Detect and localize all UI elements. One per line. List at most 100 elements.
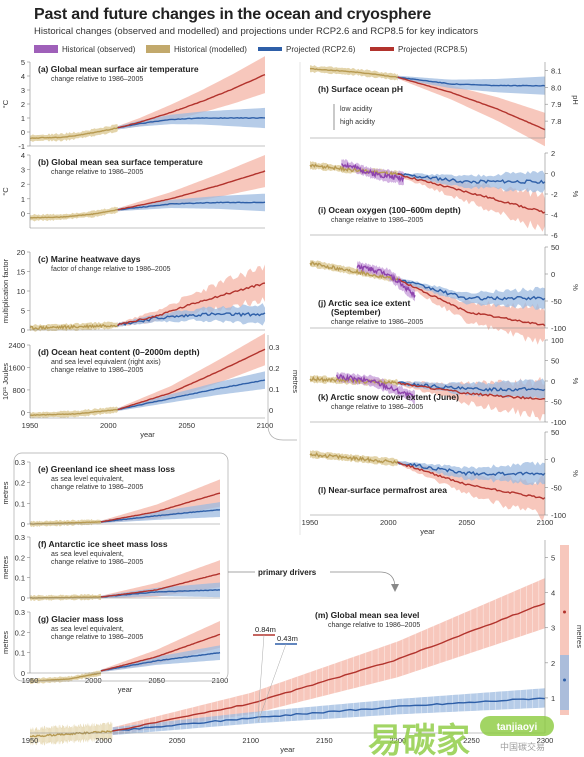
panel-title: (j) Arctic sea ice extent [318, 298, 410, 308]
x-tick-label: 2000 [380, 518, 397, 527]
y-tick-label: 0 [551, 377, 555, 386]
ice-panels-box [13, 452, 229, 682]
y-tick-label: 5 [21, 307, 25, 316]
line-historical-modelled [29, 729, 113, 738]
x-axis-label: year [420, 527, 435, 536]
line-rcp26 [112, 697, 546, 732]
panel-title: (b) Global mean sea surface temperature [38, 157, 203, 167]
y-tick-label-right: 0.1 [269, 385, 279, 394]
y-tick-label: 0.2 [15, 553, 25, 562]
panel-subtitle: change relative to 1986–2005 [331, 217, 423, 224]
band-rcp26 [100, 502, 220, 524]
leader-084 [257, 634, 265, 719]
band-rcp85 [117, 333, 265, 412]
panel-g: 0 0.1 0.2 0.3 metres 1950 2000 2050 2100 year (g) … [1, 608, 228, 694]
line-rcp85 [397, 461, 546, 500]
line-rcp26 [117, 379, 266, 411]
panel-i: -6 -4 -2 0 2% (i) Ocean oxygen (100–600m dept… [309, 149, 580, 240]
panel-a: -1 0 1 2 3 4 5 °C (a) Global mean surface air te… [1, 56, 266, 151]
line-rcp26 [117, 312, 266, 327]
y-tick-label: 8.1 [551, 66, 561, 75]
line-historical-modelled [309, 163, 399, 177]
legend-item: Historical (modelled) [146, 45, 247, 54]
y-axis-label: metres [1, 481, 10, 504]
axes: -1 0 1 2 3 4 5 °C [1, 58, 265, 151]
line-rcp85 [100, 572, 221, 598]
primary-drivers-label: primary drivers [258, 568, 317, 577]
line-rcp85 [397, 173, 546, 214]
y-tick-label: 2 [551, 149, 555, 158]
y-tick-label: 0.1 [15, 574, 25, 583]
legend-swatch [146, 45, 170, 53]
band-historical-modelled [310, 260, 398, 283]
x-tick-label: 2050 [178, 421, 195, 430]
x-tick-label: 2050 [458, 518, 475, 527]
band-rcp26 [397, 378, 545, 401]
y-tick-label: 3 [551, 624, 555, 633]
y-axis-label-right: metres [291, 370, 300, 393]
legend: Historical (observed) Historical (modelle… [34, 45, 468, 54]
x-tick-label: 2050 [169, 736, 186, 745]
y-tick-label: 8.0 [551, 83, 561, 92]
y-axis-label: metres [1, 556, 10, 579]
y-axis-label-right: % [571, 470, 580, 477]
y-axis-label: multiplication factor [1, 258, 10, 323]
panel-title: (h) Surface ocean pH [318, 84, 403, 94]
y-tick-label: -50 [551, 483, 562, 492]
x-tick-label: 2100 [257, 421, 274, 430]
panel-subtitle-2: change relative to 1986–2005 [51, 559, 143, 566]
panel-subtitle: change relative to 1986–2005 [328, 622, 420, 629]
line-rcp26 [117, 116, 266, 129]
x-axis-label: year [118, 685, 133, 694]
x-axis-label: year [140, 430, 155, 439]
axes: -6 -4 -2 0 2% [310, 149, 580, 240]
line-rcp85 [100, 492, 221, 523]
x-tick-label: 2000 [85, 676, 102, 685]
watermark-cn: 易碳家 [368, 722, 470, 757]
axes: 0 800 1600 2400 10²¹ Joules metres 0 0.1 0.2 0.3 1… [1, 341, 300, 439]
line-rcp85 [117, 74, 266, 129]
band-rcp85 [397, 75, 545, 147]
y-tick-label: 0 [551, 270, 555, 279]
x-tick-label: 2150 [316, 736, 333, 745]
panel-subtitle-2: change relative to 1986–2005 [51, 367, 143, 374]
y-tick-label: 0.1 [15, 499, 25, 508]
y-axis-label-right: metres [575, 625, 584, 648]
axes: -100 -50 0 50 100% [310, 336, 580, 427]
panel-subtitle-2: change relative to 1986–2005 [51, 634, 143, 641]
y-axis-label: metres [1, 631, 10, 654]
y-tick-label: 2 [21, 180, 25, 189]
panel-subtitle: as sea level equivalent, [51, 551, 124, 558]
legend-label: Historical (observed) [62, 45, 136, 54]
y-tick-label: 0 [21, 669, 25, 678]
x-axis-label: year [280, 745, 295, 754]
x-tick-label: 2100 [242, 736, 259, 745]
panel-c: 0 5 10 15 20 multiplication factor (c) Marine … [1, 248, 266, 335]
y-tick-label-right: 0.2 [269, 364, 279, 373]
y-tick-label: -100 [551, 324, 566, 333]
axes: 0 0.1 0.2 0.3 metres 1950 2000 2050 2100 year [1, 608, 228, 694]
y-tick-label: 0 [21, 594, 25, 603]
band-rcp85 [117, 264, 265, 327]
x-tick-label: 1950 [22, 421, 39, 430]
panel-title: (g) Glacier mass loss [38, 614, 124, 624]
band-historical-modelled [30, 406, 118, 419]
y-axis-label-right: % [571, 191, 580, 198]
y-tick-label: 50 [551, 428, 559, 437]
line-rcp26 [117, 201, 266, 211]
annotation-bottom: high acidity [340, 119, 376, 126]
axes: -100 -50 0 50% [310, 243, 580, 333]
legend-item: Historical (observed) [34, 45, 136, 54]
range-median-rcp26 [563, 678, 566, 682]
y-tick-label: 0.2 [15, 479, 25, 488]
annotation-top: low acidity [340, 106, 373, 113]
band-rcp26 [117, 193, 265, 212]
driver-arrowhead [391, 584, 399, 592]
x-tick-label: 2100 [537, 518, 554, 527]
y-tick-label: 0.3 [15, 608, 25, 617]
y-tick-label: 0 [21, 128, 25, 137]
y-tick-label: 0 [21, 209, 25, 218]
y-tick-label: -50 [551, 398, 562, 407]
y-tick-label: 50 [551, 243, 559, 252]
y-tick-label: 10 [17, 287, 25, 296]
